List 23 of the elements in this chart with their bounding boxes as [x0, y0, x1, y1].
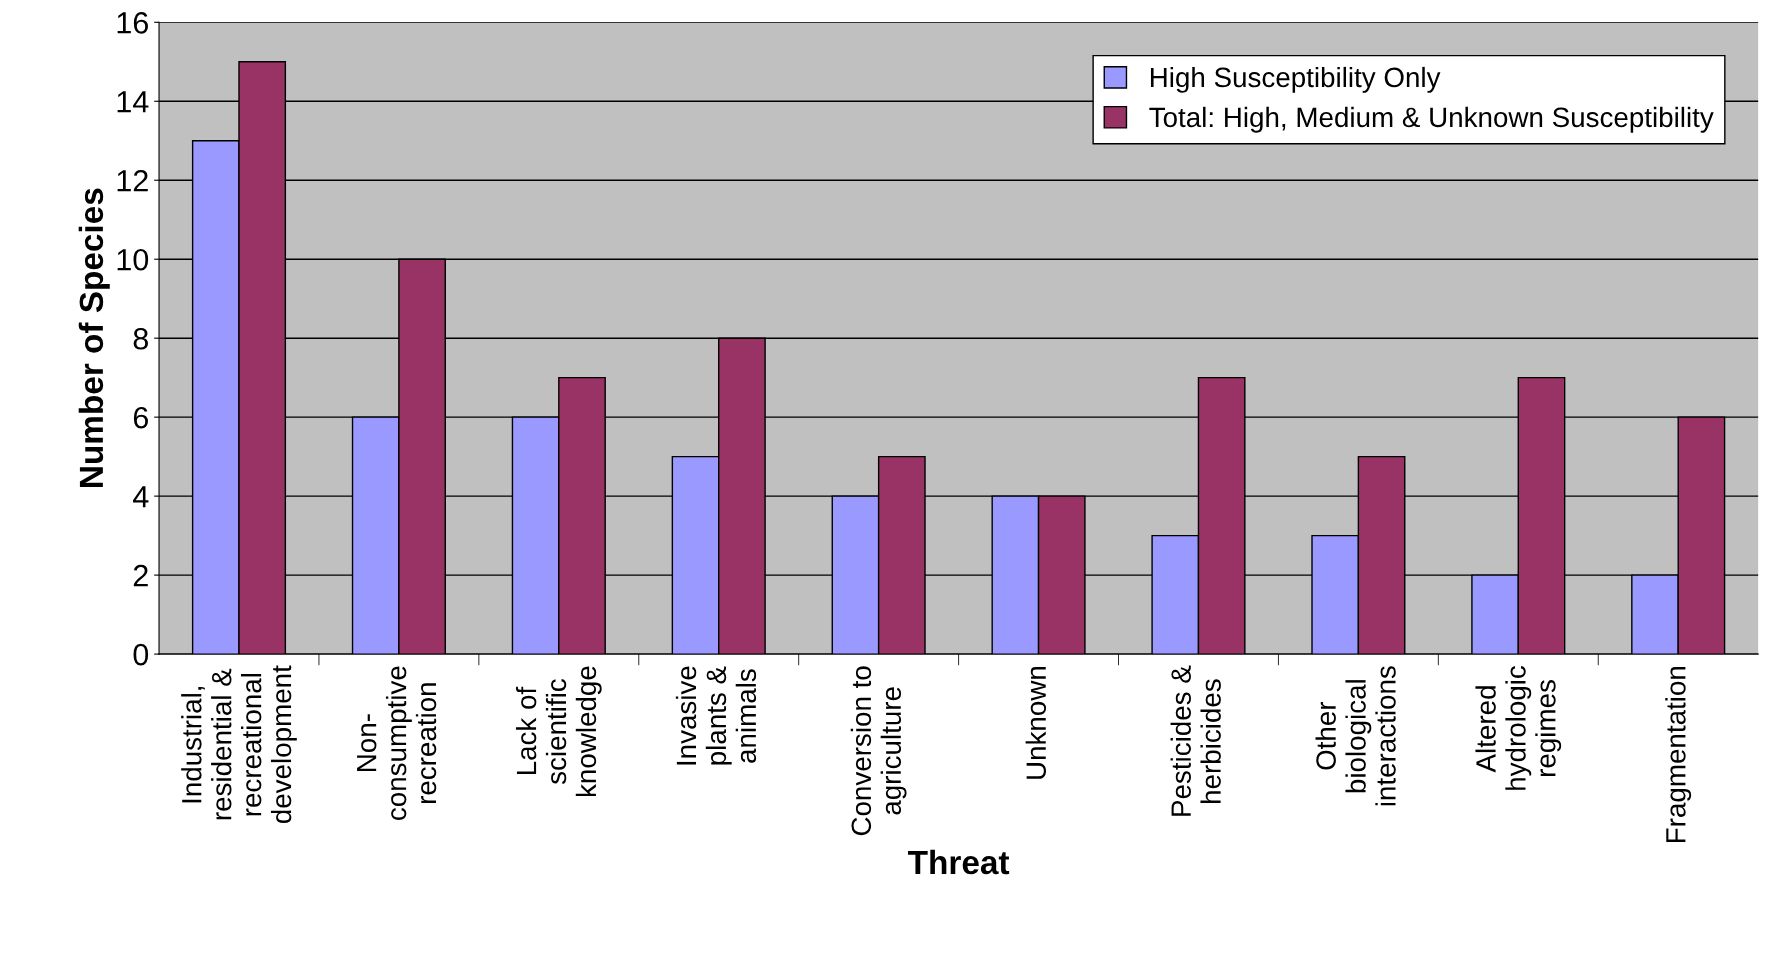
- x-tick-label: Fragmentation: [1665, 666, 1692, 842]
- x-tick-label: Conversion to agriculture: [850, 666, 907, 836]
- legend-label: High Susceptibility Only: [1150, 66, 1441, 93]
- y-tick-label: 14: [117, 91, 149, 113]
- x-tick-label: Pesticides & herbicides: [1170, 665, 1221, 816]
- y-tick-label: 6: [133, 406, 148, 429]
- y-tick-label: 12: [117, 169, 148, 192]
- x-tick-label: Other biological interactions: [1315, 666, 1396, 806]
- legend-label: Total: High, Medium & Unknown Susceptibility: [1149, 106, 1714, 133]
- x-tick-label: Industrial, residential & recreational development: [181, 665, 297, 824]
- y-tick-label: 10: [117, 248, 149, 271]
- x-tick-label: Invasive plants & animals: [675, 666, 757, 765]
- x-tick-label: Lack of scientific knowledge: [515, 666, 602, 797]
- x-tick-label: Unknown: [1025, 666, 1047, 779]
- y-tick-label: 2: [133, 564, 148, 587]
- x-tick-label: Non- consumptive recreation: [357, 666, 437, 820]
- y-axis-title: Number of Species: [78, 188, 110, 487]
- x-axis-title: Threat: [908, 849, 1010, 875]
- y-tick-label: 4: [133, 486, 149, 508]
- y-tick-label: 8: [133, 327, 148, 350]
- y-tick-label: 16: [117, 12, 148, 34]
- y-tick-label: 0: [133, 643, 149, 666]
- x-tick-label: Altered hydrologic regimes: [1475, 665, 1562, 790]
